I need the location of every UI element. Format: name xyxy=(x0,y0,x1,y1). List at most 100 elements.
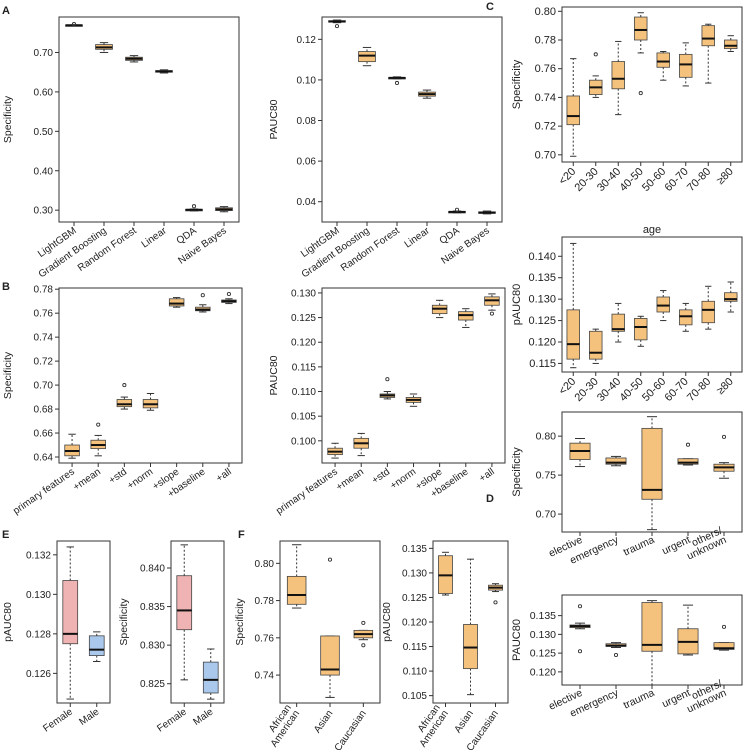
outlier-point xyxy=(122,383,127,388)
box-a2-6 xyxy=(478,210,496,215)
outlier-point xyxy=(191,204,197,209)
y-tick-label-a1: 0.60 xyxy=(34,87,54,98)
box-body xyxy=(634,16,648,41)
y-tick-label-c2: 0.135 xyxy=(528,272,556,284)
box-c1-5 xyxy=(656,50,670,81)
box-body xyxy=(320,635,340,676)
y-tick-label-b2: 0.105 xyxy=(291,412,316,423)
box-a1-5 xyxy=(185,204,203,212)
box-f2-1 xyxy=(438,551,453,596)
box-b1-4 xyxy=(142,392,159,411)
y-tick-label-b1: 0.76 xyxy=(34,309,54,320)
y-tick-label-c1: 0.80 xyxy=(535,6,556,18)
box-b2-6 xyxy=(458,308,474,328)
box-e2-1 xyxy=(176,544,193,681)
x-tick-label-line-c2: ≥80 xyxy=(714,376,735,397)
box-d1-3 xyxy=(641,416,663,531)
x-tick-label-line-c2: 30-40 xyxy=(595,376,623,404)
box-b1-2 xyxy=(90,422,106,457)
y-axis-label-c2: pAUC80 xyxy=(511,284,523,326)
y-tick-label-a2: 0.06 xyxy=(297,157,317,168)
outlier-point xyxy=(721,434,727,439)
box-e2-2 xyxy=(202,648,219,700)
y-tick-label-f1: 0.80 xyxy=(255,559,275,570)
chart-b1: 0.64 0.66 0.68 0.70 0.72 0.74 0.76 0.78 Specific… xyxy=(2,285,243,517)
outlier-point xyxy=(361,643,366,648)
box-b1-3 xyxy=(116,383,133,410)
y-axis-label-c1: Specificity xyxy=(511,59,523,109)
box-c2-6 xyxy=(679,302,693,332)
outlier-point xyxy=(361,620,366,625)
chart-f1: 0.74 0.76 0.78 0.80 Specificity AfricanAmeric… xyxy=(234,540,381,750)
box-a2-3 xyxy=(388,76,406,86)
x-tick-label-line-c1: 30-40 xyxy=(595,166,623,194)
box-a2-5 xyxy=(448,207,466,214)
box-body xyxy=(677,458,699,465)
outlier-point xyxy=(327,557,333,562)
box-a2-4 xyxy=(418,89,436,99)
x-tick-label-line-c2: 40-50 xyxy=(617,376,645,404)
box-body xyxy=(611,61,625,90)
y-tick-label-a2: 0.12 xyxy=(297,35,317,46)
y-axis-label-f2: pAUC80 xyxy=(381,602,393,642)
box-body xyxy=(701,300,715,324)
plot-frame-b2 xyxy=(321,287,506,464)
y-tick-label-b2: 0.115 xyxy=(292,362,317,373)
chart-b2: 0.100 0.105 0.110 0.115 0.120 0.125 0.130 PAUC8… xyxy=(268,287,506,517)
chart-a1: 0.300.400.500.600.70SpecificityLightGBMG… xyxy=(2,16,240,280)
x-tick-label-f2: Asian xyxy=(453,708,476,735)
x-tick-label-c2: 70-80 xyxy=(685,376,713,404)
x-tick-label-line-a2: Linear xyxy=(403,225,433,250)
box-body xyxy=(679,53,693,78)
y-tick-label-e2: 0.835 xyxy=(140,602,165,613)
y-tick-label-b2: 0.100 xyxy=(291,436,316,447)
y-tick-label-e1: 0.128 xyxy=(26,629,51,640)
y-tick-label-a2: 0.10 xyxy=(297,75,317,86)
box-c1-3 xyxy=(611,40,625,116)
y-tick-label-d2: 0.130 xyxy=(530,629,556,641)
chart-d2: 0.1200.1250.1300.135PAUC80electiveemerge… xyxy=(511,594,743,720)
box-e1-2 xyxy=(88,631,105,663)
x-axis-label-c1: age xyxy=(643,224,661,236)
x-tick-label-c1: 50-60 xyxy=(640,166,668,194)
outlier-point xyxy=(593,52,598,57)
y-tick-label-f2: 0.130 xyxy=(402,568,427,579)
box-b2-2 xyxy=(353,432,369,457)
x-tick-label-line-b2: primary features xyxy=(274,466,339,516)
box-a1-4 xyxy=(155,69,173,74)
box-d2-3 xyxy=(641,600,663,686)
box-body xyxy=(116,399,133,408)
y-tick-label-f1: 0.76 xyxy=(255,633,275,644)
box-c2-7 xyxy=(701,285,715,330)
outlier-point xyxy=(493,600,498,605)
x-tick-label-line-d1: trauma xyxy=(622,534,657,559)
box-a2-1 xyxy=(328,19,346,29)
x-tick-label-line-a1: Linear xyxy=(140,225,170,250)
plot-frame-e1 xyxy=(56,540,111,704)
panel-letter-c: C xyxy=(486,1,494,13)
box-d1-2 xyxy=(605,455,627,467)
box-c2-2 xyxy=(589,328,603,364)
y-tick-label-c1: 0.72 xyxy=(535,121,556,133)
y-tick-label-a1: 0.30 xyxy=(34,206,54,217)
y-axis-label-e2: Specificity xyxy=(118,598,130,646)
x-tick-label-line-f1: Asian xyxy=(312,708,335,735)
box-body xyxy=(176,575,193,631)
y-tick-label-d2: 0.120 xyxy=(530,666,556,678)
plot-frame-a2 xyxy=(321,16,503,223)
y-tick-label-f1: 0.78 xyxy=(255,596,275,607)
plot-frame-c1 xyxy=(561,6,743,163)
box-b2-3 xyxy=(379,377,396,400)
box-d2-1 xyxy=(569,604,591,654)
box-b1-6 xyxy=(195,293,211,313)
chart-e2: 0.825 0.830 0.835 0.840 Specificity Female Mal… xyxy=(118,540,225,735)
y-tick-label-e1: 0.126 xyxy=(26,669,51,680)
outlier-point xyxy=(226,291,231,297)
x-tick-label-line-c2: 50-60 xyxy=(640,376,668,404)
y-tick-label-f2: 0.110 xyxy=(403,667,428,678)
y-tick-label-c2: 0.130 xyxy=(528,294,556,306)
x-tick-label-b1: primary features xyxy=(11,466,76,516)
box-a1-1 xyxy=(65,22,83,27)
y-tick-label-f2: 0.125 xyxy=(402,593,427,604)
x-tick-label-line-e1: Female xyxy=(41,706,75,734)
